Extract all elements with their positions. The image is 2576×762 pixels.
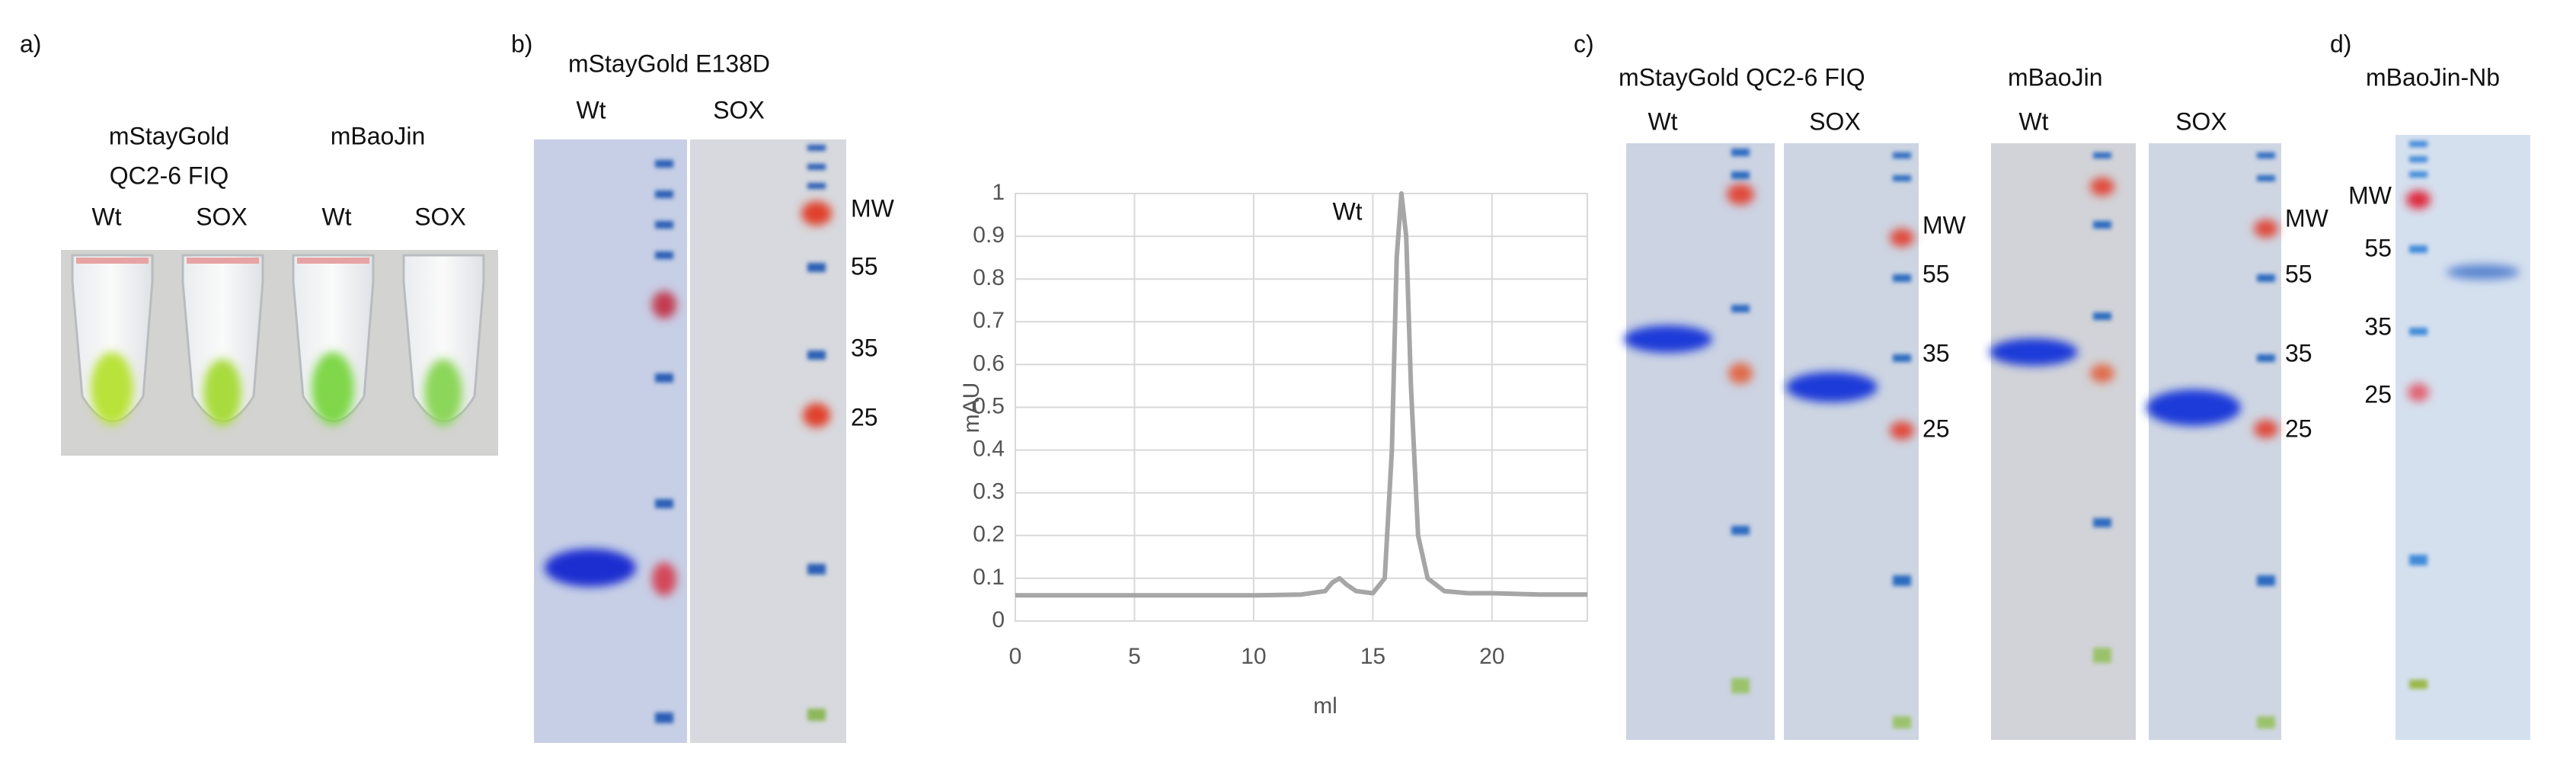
marker-label: 25 xyxy=(1922,415,1950,442)
panel-label: d) xyxy=(2330,30,2351,57)
gel-image xyxy=(534,139,846,743)
y-tick-label: 0.1 xyxy=(973,565,1005,590)
marker-label: 35 xyxy=(2364,312,2392,340)
chart: 00.10.20.30.40.50.60.70.80.910 5 10 15 20 xyxy=(973,180,1587,669)
marker-label: 25 xyxy=(2364,380,2392,408)
marker-label: MW xyxy=(2348,181,2392,209)
marker-label: 55 xyxy=(1922,260,1950,287)
lane-label: SOX xyxy=(414,203,466,230)
marker-label: MW xyxy=(851,194,895,222)
y-tick-label: 0.7 xyxy=(973,308,1005,333)
y-tick-label: 1 xyxy=(992,180,1005,205)
marker-label: 55 xyxy=(851,252,878,280)
marker-label: 55 xyxy=(2285,260,2312,287)
annotation: Wt xyxy=(1332,197,1362,225)
lane-label: SOX xyxy=(196,203,248,230)
x-tick-label: 0 xyxy=(1009,644,1022,669)
gel-title: mStayGold QC2-6 FIQ xyxy=(1619,63,1865,91)
lane-label: Wt xyxy=(91,203,121,230)
gel-image xyxy=(2395,135,2530,740)
x-tick-label: 5 xyxy=(1128,644,1141,669)
y-tick-label: 0.9 xyxy=(973,223,1005,248)
lane-label: SOX xyxy=(2175,107,2227,135)
marker-label: 35 xyxy=(1922,339,1950,367)
group-title: QC2-6 FIQ xyxy=(110,162,229,189)
panel-label: c) xyxy=(1574,30,1594,57)
lane-label: Wt xyxy=(321,203,351,230)
y-axis-label: mAU xyxy=(959,383,984,434)
group-title: mStayGold xyxy=(109,122,229,149)
lane-label: SOX xyxy=(713,96,765,123)
marker-label: 35 xyxy=(2285,339,2312,367)
y-tick-label: 0.3 xyxy=(973,479,1005,504)
panel-label: b) xyxy=(511,30,532,57)
lane-label: Wt xyxy=(1648,107,1677,135)
x-tick-label: 15 xyxy=(1360,644,1385,669)
marker-label: MW xyxy=(2285,204,2329,232)
y-tick-label: 0 xyxy=(992,607,1005,632)
marker-label: 35 xyxy=(851,334,878,361)
y-tick-label: 0.2 xyxy=(973,522,1005,547)
tube-photo xyxy=(61,250,498,456)
y-tick-label: 0.5 xyxy=(973,393,1005,418)
lane-label: SOX xyxy=(1809,107,1861,135)
y-tick-label: 0.8 xyxy=(973,265,1005,290)
y-tick-label: 0.4 xyxy=(973,437,1005,462)
x-axis-label: ml xyxy=(1313,693,1338,719)
x-tick-label: 10 xyxy=(1241,644,1266,669)
lane-label: Wt xyxy=(576,96,606,123)
panel-label: a) xyxy=(20,30,41,57)
marker-label: 25 xyxy=(851,403,878,431)
line xyxy=(1015,191,1587,598)
lane-label: Wt xyxy=(2018,107,2048,135)
x-tick-label: 20 xyxy=(1479,644,1504,669)
marker-label: 55 xyxy=(2364,234,2392,261)
group-title: mBaoJin xyxy=(331,122,426,149)
gel-title: mBaoJin xyxy=(2008,63,2103,91)
gel-image xyxy=(1624,143,2281,740)
y-tick-label: 0.6 xyxy=(973,351,1005,376)
marker-label: 25 xyxy=(2285,415,2312,442)
gel-title: mBaoJin-Nb xyxy=(2366,63,2500,91)
marker-label: MW xyxy=(1922,211,1967,239)
gel-title: mStayGold E138D xyxy=(568,50,770,77)
